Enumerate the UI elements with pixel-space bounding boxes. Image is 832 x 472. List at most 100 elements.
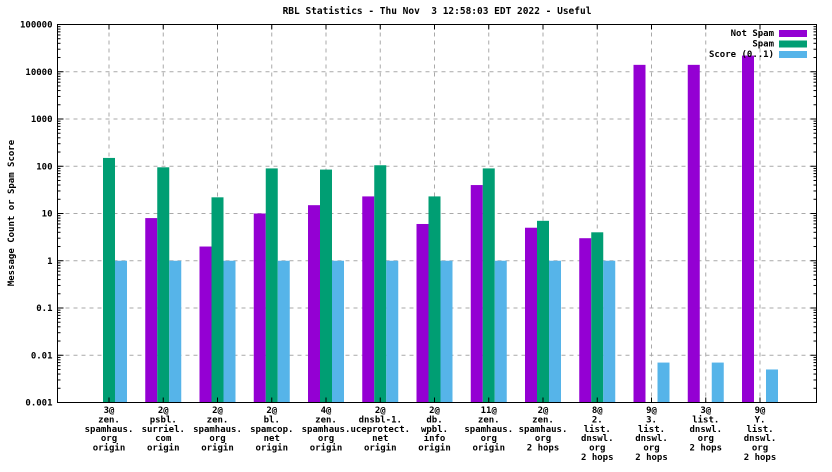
x-tick-label: dnswl.	[635, 434, 668, 444]
x-tick-label: 2 hops	[635, 453, 668, 463]
bar-score	[711, 362, 724, 403]
bar-spam	[537, 220, 549, 403]
x-tick-label: 2 hops	[689, 444, 722, 454]
legend-swatch	[779, 30, 807, 37]
x-tick-label: origin	[201, 443, 234, 454]
x-tick-label: origin	[472, 443, 505, 454]
x-tick-label: list.	[638, 424, 665, 435]
y-tick-label: 10000	[25, 68, 52, 78]
x-tick-label: origin	[418, 443, 451, 454]
x-tick-label: org	[481, 434, 497, 444]
x-tick-label: 9@	[755, 406, 766, 416]
bar-score	[603, 260, 616, 403]
bar-spam	[265, 168, 278, 403]
x-tick-label: com	[155, 434, 172, 444]
x-tick-label: 11@	[481, 406, 498, 416]
x-tick-label: info	[424, 433, 446, 444]
y-tick-label: 0.01	[31, 351, 53, 361]
x-tick-label: 3.	[646, 415, 657, 425]
y-tick-label: 0.1	[36, 304, 52, 314]
bar-score	[766, 369, 778, 403]
bar-not-spam	[362, 196, 375, 403]
x-tick-label: spamhaus.	[193, 425, 242, 435]
bar-score	[169, 260, 182, 403]
x-tick-label: origin	[310, 443, 343, 454]
x-tick-label: uceprotect.	[350, 425, 410, 435]
x-tick-label: list.	[692, 414, 719, 425]
x-tick-label: 2 hops	[581, 453, 614, 463]
bar-score	[223, 260, 236, 403]
x-tick-label: db.	[426, 415, 442, 425]
legend-label: Spam	[752, 40, 774, 50]
x-tick-label: 9@	[646, 406, 657, 416]
x-tick-label: org	[535, 434, 551, 444]
x-tick-label: org	[643, 444, 659, 454]
y-tick-label: 1	[47, 257, 52, 267]
bar-score	[440, 260, 453, 403]
x-tick-label: 2.	[592, 415, 603, 425]
y-tick-label: 10	[42, 210, 53, 220]
x-tick-label: zen.	[207, 415, 229, 425]
legend-label: Not Spam	[731, 29, 775, 39]
x-tick-label: list.	[746, 424, 773, 435]
x-tick-label: 2@	[538, 406, 549, 416]
bar-not-spam	[416, 223, 429, 403]
x-tick-label: psbl.	[150, 415, 177, 425]
x-tick-label: org	[698, 434, 714, 444]
x-tick-label: list.	[584, 424, 611, 435]
bar-not-spam	[579, 238, 592, 403]
y-axis-label: Message Count or Spam Score	[7, 139, 17, 286]
bar-not-spam	[253, 213, 266, 403]
x-tick-label: dnswl.	[581, 434, 614, 444]
x-tick-label: spamhaus.	[85, 425, 134, 435]
x-tick-label: zen.	[532, 415, 554, 425]
bar-not-spam	[687, 64, 700, 403]
x-tick-label: 2@	[266, 406, 277, 416]
x-tick-label: origin	[147, 443, 180, 454]
legend-label: Score (0..1)	[709, 50, 774, 60]
x-tick-label: zen.	[98, 415, 120, 425]
x-tick-label: 2@	[429, 406, 440, 416]
x-tick-label: 2@	[375, 406, 386, 416]
x-tick-label: dnsbl-1.	[359, 415, 402, 425]
x-tick-label: 2@	[158, 406, 169, 416]
x-tick-label: spamhaus.	[464, 425, 513, 435]
bar-score	[657, 362, 670, 403]
x-tick-label: 3@	[700, 406, 711, 416]
bar-not-spam	[525, 227, 537, 403]
x-tick-label: org	[209, 434, 225, 444]
bar-spam	[320, 169, 332, 403]
x-tick-label: wpbl.	[421, 425, 448, 435]
x-tick-label: 8@	[592, 406, 603, 416]
bar-score	[494, 260, 507, 403]
x-tick-label: org	[589, 444, 605, 454]
bar-not-spam	[742, 55, 754, 403]
x-tick-label: Y.	[755, 415, 766, 425]
x-tick-label: zen.	[478, 415, 500, 425]
x-tick-label: spamhaus.	[519, 425, 568, 435]
y-tick-label: 100	[36, 162, 52, 172]
bar-not-spam	[308, 205, 320, 403]
x-tick-label: spamhaus.	[302, 425, 351, 435]
x-tick-label: org	[101, 434, 117, 444]
x-tick-label: net	[372, 434, 388, 444]
bar-spam	[211, 197, 224, 403]
bar-score	[115, 260, 127, 403]
x-tick-label: dnswl.	[689, 425, 722, 435]
x-tick-label: origin	[364, 443, 397, 454]
bar-spam	[374, 165, 387, 403]
legend-swatch	[779, 51, 807, 58]
x-tick-label: dnswl.	[744, 434, 777, 444]
legend-swatch	[779, 40, 807, 48]
bar-not-spam	[199, 246, 212, 403]
bar-not-spam	[633, 64, 646, 403]
bar-spam	[428, 196, 441, 403]
y-tick-label: 1000	[31, 115, 53, 125]
x-tick-label: 2 hops	[527, 444, 560, 454]
x-tick-label: 2@	[212, 406, 223, 416]
bar-score	[332, 260, 344, 403]
y-tick-label: 0.001	[25, 399, 52, 409]
x-tick-label: origin	[255, 443, 288, 454]
